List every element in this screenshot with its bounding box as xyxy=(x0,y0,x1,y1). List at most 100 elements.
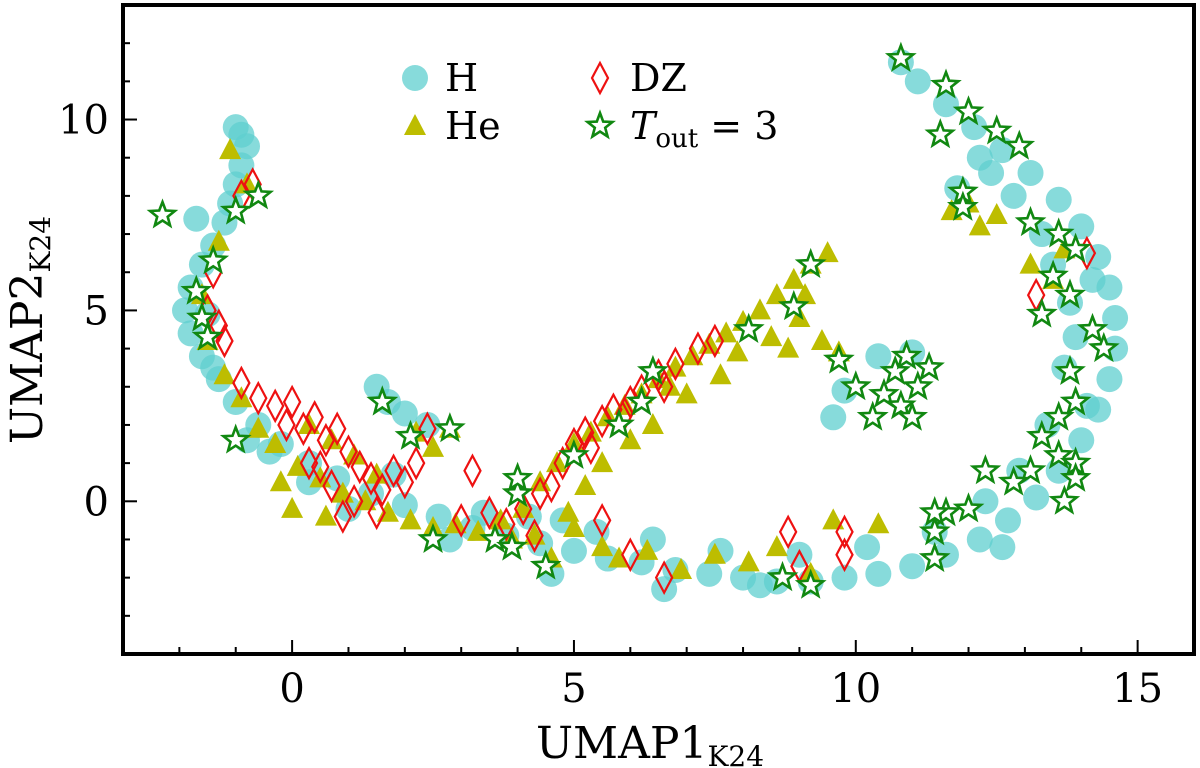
dz-point xyxy=(575,415,595,450)
tout-point xyxy=(1059,232,1092,263)
tout-point xyxy=(1087,331,1120,363)
he-point xyxy=(574,474,597,496)
tout-point xyxy=(1014,205,1047,237)
h-point xyxy=(899,553,926,580)
he-point xyxy=(562,516,585,538)
he-point xyxy=(822,508,845,530)
tout-point xyxy=(901,370,934,401)
tout-point xyxy=(1048,484,1081,515)
h-point xyxy=(961,114,988,141)
dz-point xyxy=(705,323,725,359)
he-point xyxy=(281,496,304,518)
tout-point xyxy=(822,343,855,374)
tout-point xyxy=(366,385,399,416)
dz-point xyxy=(463,453,482,489)
he-point xyxy=(219,138,242,160)
tout-point xyxy=(930,68,962,99)
h-point xyxy=(1023,484,1050,511)
tout-point xyxy=(918,515,951,546)
tout-point xyxy=(766,560,799,592)
he-point xyxy=(591,535,614,557)
dz-point xyxy=(418,411,437,447)
y-tick-label: 0 xyxy=(84,479,109,525)
he-point xyxy=(557,500,580,522)
dz-point xyxy=(581,430,601,466)
tout-point xyxy=(146,198,179,229)
tout-point xyxy=(1076,312,1109,343)
tout-point xyxy=(1059,385,1092,416)
dz-point xyxy=(621,537,640,573)
x-tick-label: 15 xyxy=(1112,666,1163,712)
he-point xyxy=(658,374,681,396)
he-point xyxy=(546,451,569,473)
tout-point xyxy=(952,95,985,126)
legend-marker-h xyxy=(402,65,428,91)
h-point xyxy=(391,400,418,427)
he-point xyxy=(765,535,788,557)
dz-point xyxy=(373,472,392,508)
tout-point xyxy=(952,492,985,523)
y-tick-label: 10 xyxy=(58,98,109,144)
h-point xyxy=(966,526,993,553)
he-point xyxy=(641,412,664,434)
tout-point xyxy=(885,389,917,420)
tout-point xyxy=(1003,129,1036,160)
he-point xyxy=(247,416,270,438)
tout-point xyxy=(186,301,218,332)
tout-point xyxy=(890,339,923,370)
dz-point xyxy=(367,495,386,531)
tout-point xyxy=(1054,278,1086,309)
h-point xyxy=(904,68,931,95)
he-point xyxy=(619,428,642,450)
tout-point xyxy=(637,354,669,385)
tout-point xyxy=(896,400,929,431)
legend-marker-tout xyxy=(584,109,616,140)
he-point xyxy=(765,283,788,305)
x-tick-label: 0 xyxy=(279,666,304,712)
dz-point xyxy=(265,388,285,424)
legend-label: DZ xyxy=(630,56,687,100)
h-point xyxy=(932,91,959,118)
dz-point xyxy=(249,380,268,416)
tout-point xyxy=(496,530,528,561)
he-point xyxy=(810,328,833,350)
h-point xyxy=(1017,159,1044,186)
tout-point xyxy=(197,244,230,275)
tout-point xyxy=(417,522,449,553)
tout-point xyxy=(219,423,252,454)
h-point xyxy=(1096,366,1123,393)
y-tick-label: 5 xyxy=(84,288,109,334)
tout-point xyxy=(1025,419,1058,450)
dz-point xyxy=(333,499,353,534)
tout-point xyxy=(529,549,562,580)
h-point xyxy=(972,488,999,515)
he-point xyxy=(591,451,614,473)
tout-point xyxy=(1025,297,1058,328)
h-point xyxy=(470,499,497,526)
h-point xyxy=(1045,186,1072,213)
h-point xyxy=(1068,213,1095,240)
he-point xyxy=(777,336,800,358)
dz-point xyxy=(530,476,550,511)
tout-point xyxy=(777,289,810,321)
tout-point xyxy=(794,247,827,279)
dz-point xyxy=(592,503,612,538)
tout-point xyxy=(625,385,658,416)
h-point xyxy=(978,159,1005,186)
x-tick-label: 10 xyxy=(830,666,881,712)
he-point xyxy=(422,435,445,457)
y-axis-label-main: UMAP2 xyxy=(2,273,53,445)
h-point xyxy=(994,507,1021,534)
tout-point xyxy=(924,118,957,149)
tout-point xyxy=(969,454,1002,485)
dz-point xyxy=(327,411,347,447)
he-point xyxy=(399,508,422,530)
dz-point xyxy=(294,411,313,447)
he-point xyxy=(608,546,631,568)
legend-marker-dz xyxy=(590,60,610,96)
h-point xyxy=(183,205,210,232)
legend-item-tout: Tout = 3 xyxy=(584,104,778,154)
dz-point xyxy=(344,483,364,519)
dz-point xyxy=(209,308,229,344)
